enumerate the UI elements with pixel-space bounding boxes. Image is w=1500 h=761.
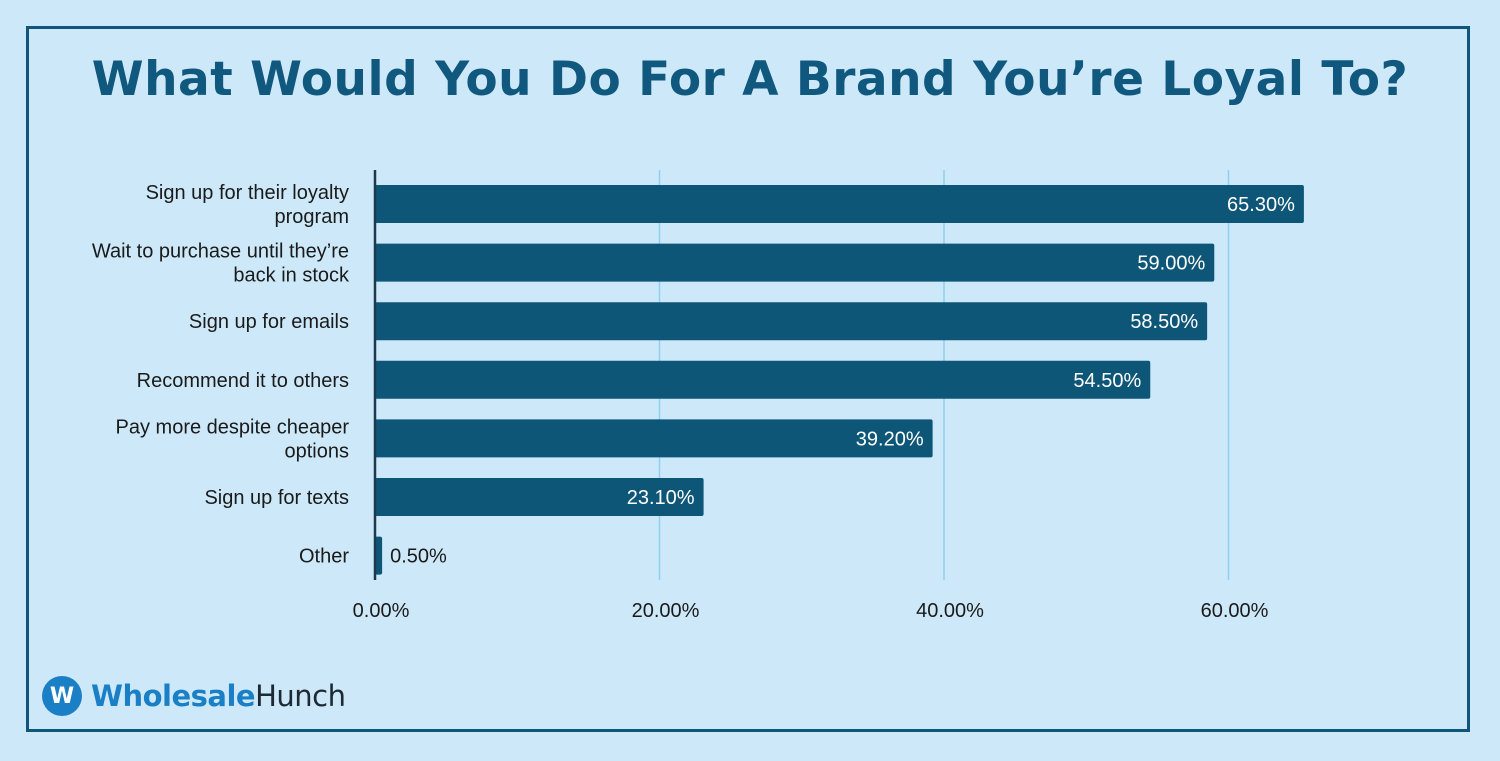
logo-letter: W <box>49 683 75 709</box>
category-label-0-1: program <box>275 206 349 228</box>
category-label-5-0: Sign up for texts <box>204 487 349 509</box>
bar-4 <box>375 419 933 458</box>
category-label-4-1: options <box>285 440 350 462</box>
wholesale-hunch-logo-icon: W <box>42 676 82 716</box>
bar-6 <box>375 536 383 575</box>
bar-3 <box>375 360 1151 399</box>
brand-name: WholesaleHunch <box>91 679 346 713</box>
x-tick-label-2: 40.00% <box>916 600 984 622</box>
x-tick-label-1: 20.00% <box>632 600 700 622</box>
category-label-6-0: Other <box>299 546 349 568</box>
value-label-1: 59.00% <box>1137 253 1205 275</box>
category-label-2-0: Sign up for emails <box>189 311 349 333</box>
x-tick-label-0: 0.00% <box>353 600 410 622</box>
chart-title: What Would You Do For A Brand You’re Loy… <box>91 52 1409 107</box>
value-label-2: 58.50% <box>1130 311 1198 333</box>
brand-name-part2: Hunch <box>255 679 346 713</box>
chart-frame <box>26 26 1470 732</box>
brand-logo: W WholesaleHunch <box>42 676 346 716</box>
category-label-4-0: Pay more despite cheaper <box>116 416 350 438</box>
bar-1 <box>375 243 1215 282</box>
value-label-5: 23.10% <box>627 487 695 509</box>
category-label-1-0: Wait to purchase until they’re <box>92 241 349 263</box>
value-label-6: 0.50% <box>390 546 447 568</box>
brand-name-part1: Wholesale <box>91 679 256 713</box>
value-label-0: 65.30% <box>1227 194 1295 216</box>
bar-5 <box>375 478 704 516</box>
bar-0 <box>375 185 1304 223</box>
x-tick-label-3: 60.00% <box>1201 600 1269 622</box>
category-label-0-0: Sign up for their loyalty <box>146 182 349 204</box>
category-label-3-0: Recommend it to others <box>137 370 349 392</box>
value-label-4: 39.20% <box>856 428 924 450</box>
category-label-1-1: back in stock <box>233 265 350 287</box>
value-label-3: 54.50% <box>1073 370 1141 392</box>
bar-2 <box>375 302 1208 341</box>
